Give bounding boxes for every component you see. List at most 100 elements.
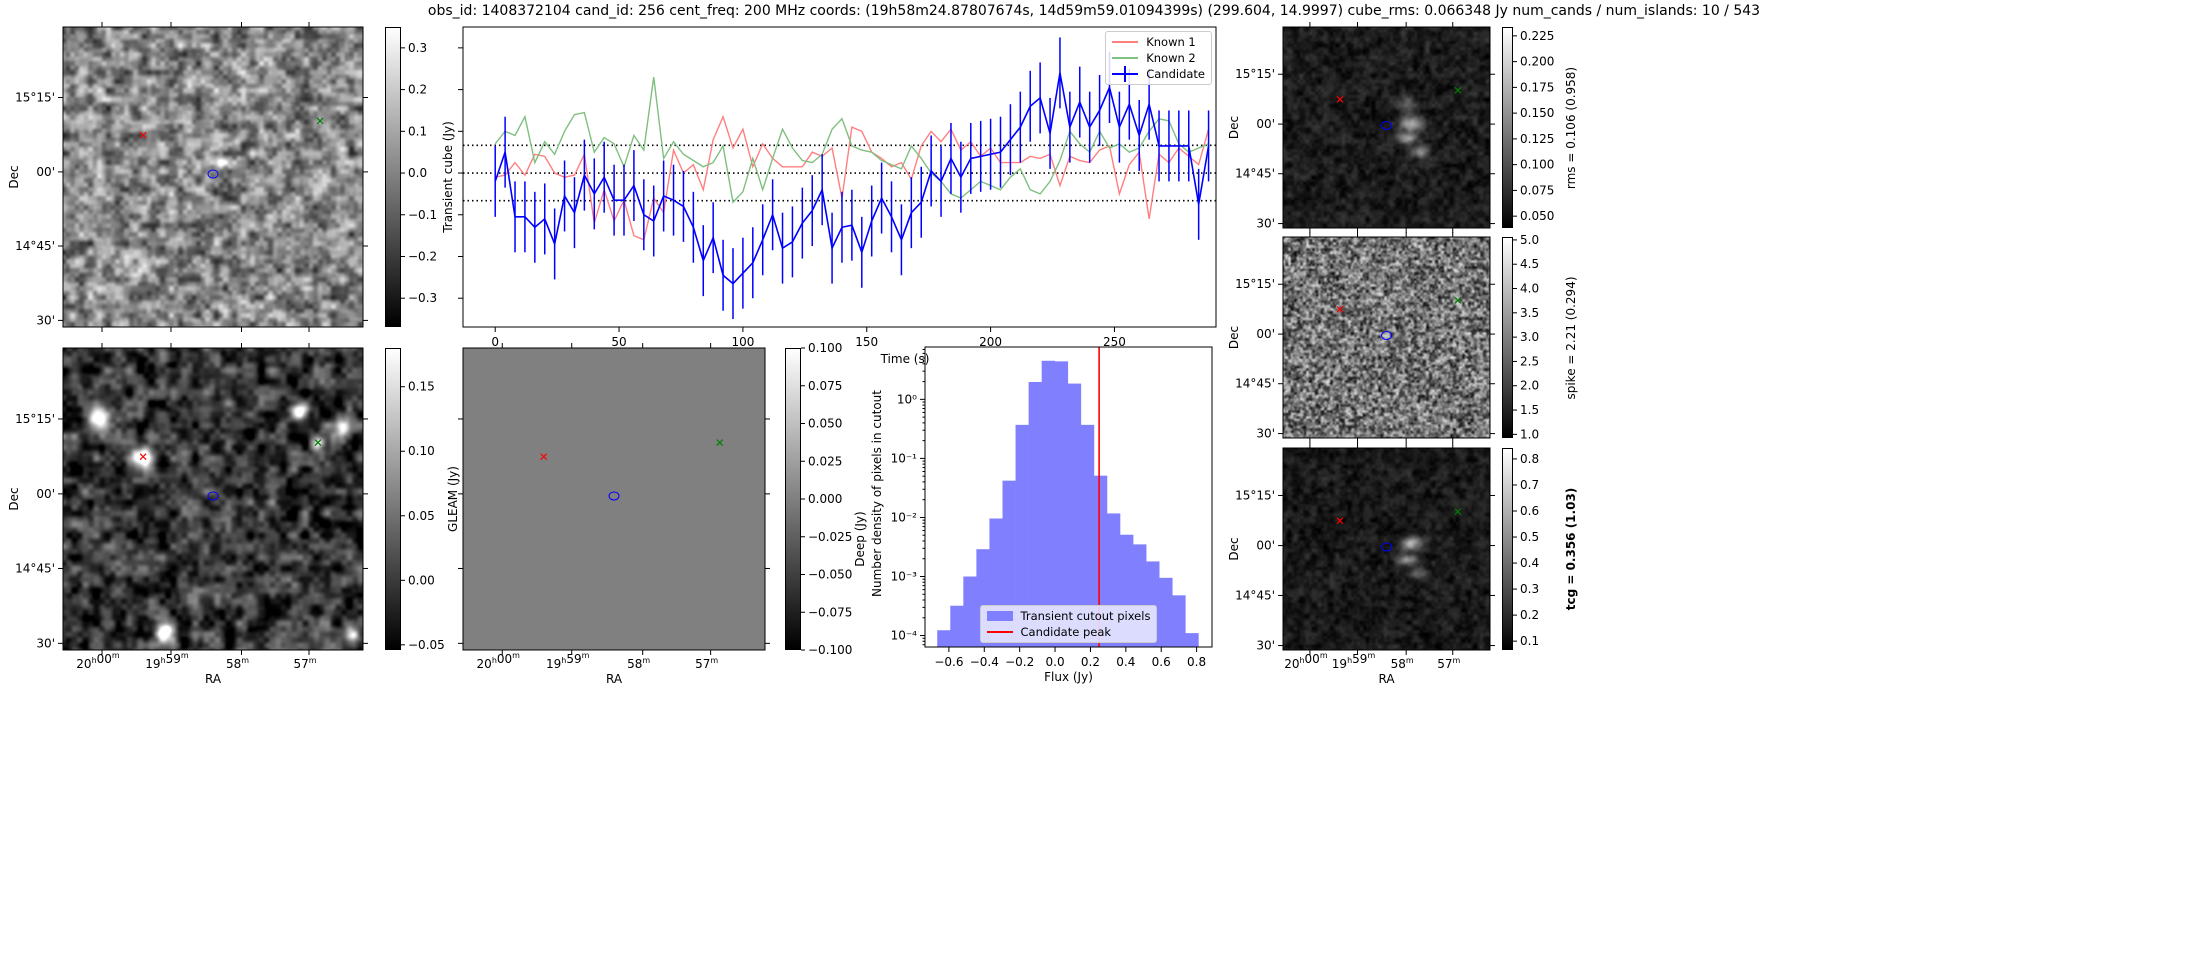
known2-series: [494, 76, 1209, 204]
legend-item-known1: Known 1: [1112, 34, 1205, 50]
transient-colorbar-tick-label: −0.2: [408, 249, 437, 263]
lightcurve-xtick-label: 100: [731, 335, 754, 349]
transient-colorbar: [385, 27, 401, 327]
deep-colorbar-tick-label: 0.00: [408, 573, 435, 587]
dec-tick-label: 00': [1256, 327, 1275, 341]
ra-tick-label: 57m: [293, 656, 316, 671]
dec-tick-label: 15°15': [15, 412, 55, 426]
rms-colorbar-tick-label: 0.175: [1520, 80, 1554, 94]
ra-tick-label: 57m: [695, 656, 718, 671]
spike-colorbar-tick-label: 2.5: [1520, 354, 1539, 368]
deep-image: [63, 348, 363, 650]
hist-bar: [1172, 595, 1186, 647]
dec-tick-label: 15°15': [1235, 67, 1275, 81]
dec-tick-label: 00': [1256, 117, 1275, 131]
legend-label: Candidate peak: [1020, 625, 1112, 639]
spike-colorbar-tick-label: 4.0: [1520, 282, 1539, 296]
lightcurve-xtick-label: 150: [855, 335, 878, 349]
ra-tick-label: 58m: [226, 656, 249, 671]
deep-colorbar-tick-label: 0.10: [408, 444, 435, 458]
rms-colorbar: [1502, 27, 1513, 228]
lightcurve-xtick-label: 0: [491, 335, 499, 349]
rms-colorbar-tick-label: 0.200: [1520, 55, 1554, 69]
rms-colorbar-tick-label: 0.050: [1520, 209, 1554, 223]
gleam-colorbar-tick-label: −0.075: [808, 605, 852, 619]
ra-tick-label: 20h00m: [1284, 651, 1328, 671]
spike-colorbar-tick-label: 3.0: [1520, 330, 1539, 344]
lightcurve-xtick-label: 200: [979, 335, 1002, 349]
spike-colorbar-tick-label: 4.5: [1520, 257, 1539, 271]
gleam-colorbar-label: GLEAM (Jy): [446, 466, 460, 532]
lightcurve-xtick-label: 50: [611, 335, 626, 349]
histogram-xtick-label: 0.4: [1116, 655, 1135, 669]
histogram-axes: [924, 346, 1213, 648]
legend-label: Known 2: [1146, 51, 1196, 65]
gleam-colorbar-tick-label: 0.025: [808, 454, 842, 468]
transient-cube-image: [63, 27, 363, 327]
rms-colorbar-tick-label: 0.150: [1520, 106, 1554, 120]
ra-tick-label: 20h00m: [477, 651, 521, 671]
dec-tick-label: 15°15': [1235, 277, 1275, 291]
figure-title: obs_id: 1408372104 cand_id: 256 cent_fre…: [427, 3, 1761, 19]
spike-colorbar-tick-label: 1.0: [1520, 427, 1539, 441]
deep-colorbar: [385, 348, 401, 650]
dec-tick-label: 14°45': [15, 239, 55, 253]
transient-colorbar-tick-label: 0.0: [408, 166, 427, 180]
histogram-xtick-label: 0.0: [1046, 655, 1065, 669]
histogram-ytick-label: 10⁻¹: [891, 451, 918, 465]
candidate-series: [494, 72, 1210, 285]
deep-colorbar-tick-label: −0.05: [408, 638, 445, 652]
tcg-colorbar-tick-label: 0.8: [1520, 452, 1539, 466]
lightcurve-axes: [462, 26, 1217, 328]
tcg-colorbar-tick-label: 0.6: [1520, 504, 1539, 518]
tcg-colorbar-tick-label: 0.4: [1520, 556, 1539, 570]
dec-tick-label: 30': [1256, 217, 1275, 231]
known1-series: [495, 114, 1210, 241]
rms-colorbar-tick-label: 0.075: [1520, 183, 1554, 197]
legend-label: Transient cutout pixels: [1020, 609, 1151, 623]
deep-colorbar-tick-label: 0.05: [408, 509, 435, 523]
tcg-colorbar-tick-label: 0.7: [1520, 478, 1539, 492]
legend-item-candidate: Candidate: [1112, 66, 1205, 82]
ra-axis-label: RA: [606, 672, 623, 686]
hist-bar: [1159, 577, 1173, 647]
rms-colorbar-tick-label: 0.125: [1520, 132, 1554, 146]
dec-tick-label: 14°45': [1235, 377, 1275, 391]
rms-colorbar-label: rms = 0.106 (0.958): [1564, 66, 1578, 190]
ra-tick-label: 20h00m: [76, 651, 120, 671]
rms-colorbar-tick-label: 0.225: [1520, 29, 1554, 43]
legend-item-hist: Transient cutout pixels: [986, 608, 1151, 624]
gleam-colorbar-tick-label: 0.000: [808, 492, 842, 506]
dec-tick-label: 14°45': [15, 561, 55, 575]
gleam-colorbar-tick-label: −0.100: [808, 643, 852, 657]
spike-colorbar-tick-label: 5.0: [1520, 233, 1539, 247]
spike-image: [1283, 237, 1490, 438]
histogram-xtick-label: 0.8: [1187, 655, 1206, 669]
spike-colorbar-label: spike = 2.21 (0.294): [1564, 276, 1578, 400]
tcg-colorbar-tick-label: 0.3: [1520, 582, 1539, 596]
spike-colorbar: [1502, 237, 1513, 438]
transient-colorbar-tick-label: −0.3: [408, 291, 437, 305]
histogram-ytick-label: 10⁻⁴: [891, 629, 918, 643]
lightcurve-xtick-label: 250: [1103, 335, 1126, 349]
hist-bar: [937, 630, 951, 647]
deep-colorbar-tick-label: 0.15: [408, 380, 435, 394]
dec-axis-label: Dec: [1227, 116, 1241, 139]
deep-colorbar-label: Deep (Jy): [853, 511, 867, 567]
gleam-colorbar-tick-label: 0.100: [808, 341, 842, 355]
histogram-xtick-label: 0.2: [1081, 655, 1100, 669]
rms-image: [1283, 27, 1490, 228]
hist-bar: [1185, 633, 1199, 647]
gleam-colorbar-tick-label: 0.075: [808, 379, 842, 393]
histogram-ytick-label: 10⁰: [897, 392, 917, 406]
gleam-image: [463, 348, 765, 650]
dec-tick-label: 30': [1256, 639, 1275, 653]
hist-bar: [963, 576, 977, 647]
dec-tick-label: 00': [36, 165, 55, 179]
hist-bar: [950, 605, 964, 647]
dec-tick-label: 15°15': [1235, 488, 1275, 502]
lightcurve-legend: Known 1 Known 2 Candidate: [1105, 31, 1212, 85]
histogram-xtick-label: −0.4: [970, 655, 999, 669]
tcg-colorbar-tick-label: 0.5: [1520, 530, 1539, 544]
gleam-colorbar-tick-label: −0.025: [808, 530, 852, 544]
